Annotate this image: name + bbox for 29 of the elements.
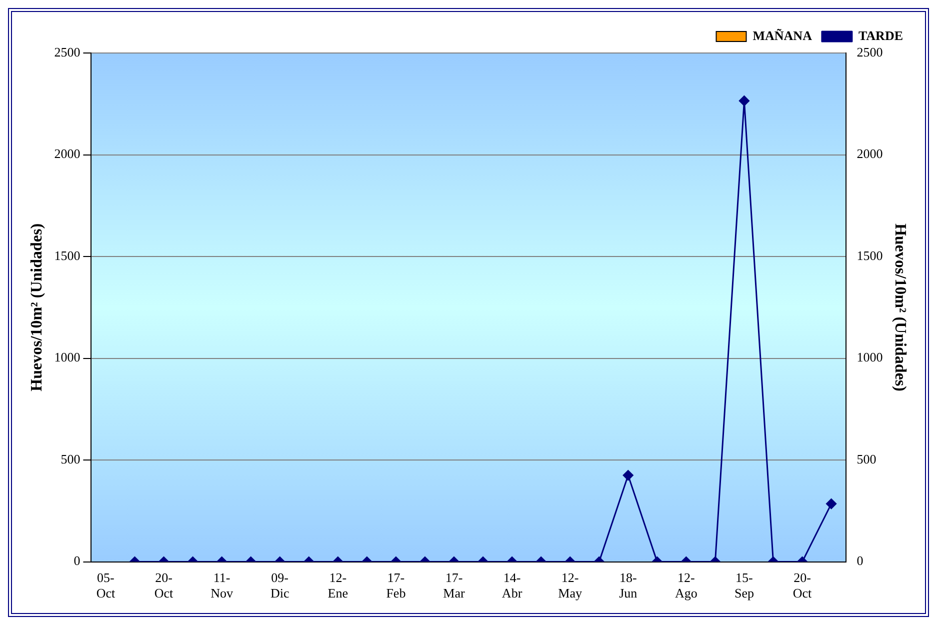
- x-tick-label: 11- Nov: [210, 570, 234, 601]
- x-tick-label: 12- Ene: [328, 570, 348, 601]
- x-tick-label: 20- Oct: [792, 570, 812, 601]
- x-tick-label: 20- Oct: [154, 570, 174, 601]
- y2-tick-label: 2500: [856, 44, 883, 60]
- y-tick-label: 1000: [54, 350, 80, 365]
- y2-tick-label: 2000: [856, 146, 883, 162]
- x-tick-label: 09- Dic: [270, 570, 290, 601]
- x-tick-label: 15- Sep: [734, 570, 754, 601]
- x-tick-label: 17- Mar: [443, 570, 466, 601]
- y-tick-label: 0: [74, 553, 80, 568]
- legend-label: TARDE: [858, 28, 904, 43]
- y-tick-label: 500: [60, 451, 80, 466]
- y-tick-label: 2000: [54, 146, 80, 162]
- x-tick-label: 14- Abr: [502, 570, 523, 601]
- x-tick-label: 05- Oct: [96, 570, 116, 601]
- legend-label: MAÑANA: [752, 28, 813, 43]
- y2-tick-label: 500: [856, 451, 876, 466]
- y2-axis-title: Huevos/10m² (Unidades): [891, 223, 908, 392]
- x-tick-label: 18- Jun: [619, 570, 638, 601]
- x-tick-label: 12- May: [558, 570, 582, 601]
- y2-tick-label: 0: [856, 553, 864, 568]
- y-axis-title: Huevos/10m² (Unidades): [28, 223, 46, 392]
- y-tick-label: 1500: [54, 248, 80, 263]
- x-tick-label: 17- Feb: [386, 570, 406, 601]
- y2-tick-label: 1000: [856, 350, 883, 365]
- x-tick-label: 12- Ago: [674, 570, 698, 601]
- y-tick-label: 2500: [54, 44, 80, 60]
- y2-tick-label: 1500: [856, 248, 883, 263]
